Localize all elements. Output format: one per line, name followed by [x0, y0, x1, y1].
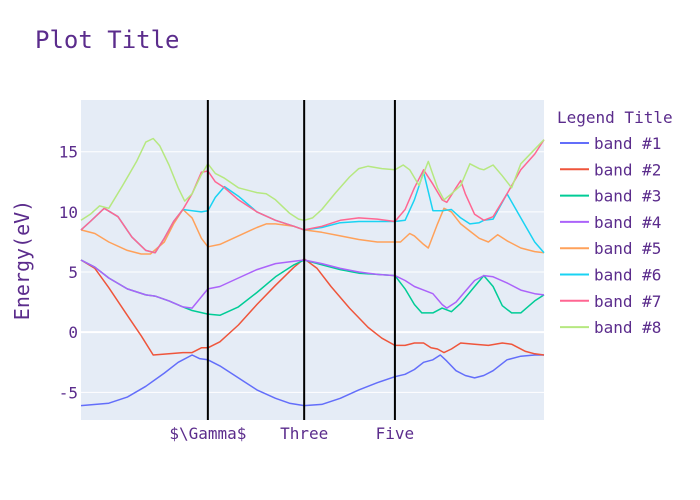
series-line-band-4 — [80, 259, 545, 309]
grid-lines — [81, 151, 544, 393]
series-line-band-8 — [80, 137, 545, 222]
x-tick-label: $\Gamma$ — [169, 424, 246, 443]
vertical-lines — [206, 100, 396, 420]
series-line-band-5 — [80, 207, 545, 255]
legend-item-label: band #5 — [594, 239, 661, 258]
y-tick-label: 10 — [59, 203, 78, 222]
series-line-band-2 — [80, 258, 545, 356]
y-tick-label: 15 — [59, 143, 78, 162]
legend-title: Legend Title — [557, 108, 673, 127]
legend-item-label: band #8 — [594, 318, 661, 337]
legend-item-label: band #3 — [594, 187, 661, 206]
y-axis-label: Energy(eV) — [10, 200, 34, 320]
y-tick-labels: -5 0 5 10 15 — [59, 143, 78, 403]
legend-item-label: band #2 — [594, 160, 661, 179]
y-tick-label: 5 — [68, 263, 78, 282]
x-tick-label: Five — [376, 424, 415, 443]
x-tick-labels: $\Gamma$ Three Five — [169, 424, 414, 443]
y-tick-label: 0 — [68, 323, 78, 342]
series-line-band-7 — [80, 139, 545, 254]
series-line-band-1 — [80, 354, 544, 407]
x-tick-label: Three — [280, 424, 328, 443]
legend-item-label: band #6 — [594, 266, 661, 285]
legend-item-label: band #1 — [594, 134, 661, 153]
y-tick-label: -5 — [59, 383, 78, 402]
legend-item-label: band #4 — [594, 213, 661, 232]
legend: Legend Title band #1 band #2 band #3 band #… — [557, 108, 673, 337]
plot-area — [81, 100, 544, 420]
chart-title: Plot Title — [35, 26, 180, 54]
legend-item-label: band #7 — [594, 292, 661, 311]
series-lines — [80, 137, 545, 407]
